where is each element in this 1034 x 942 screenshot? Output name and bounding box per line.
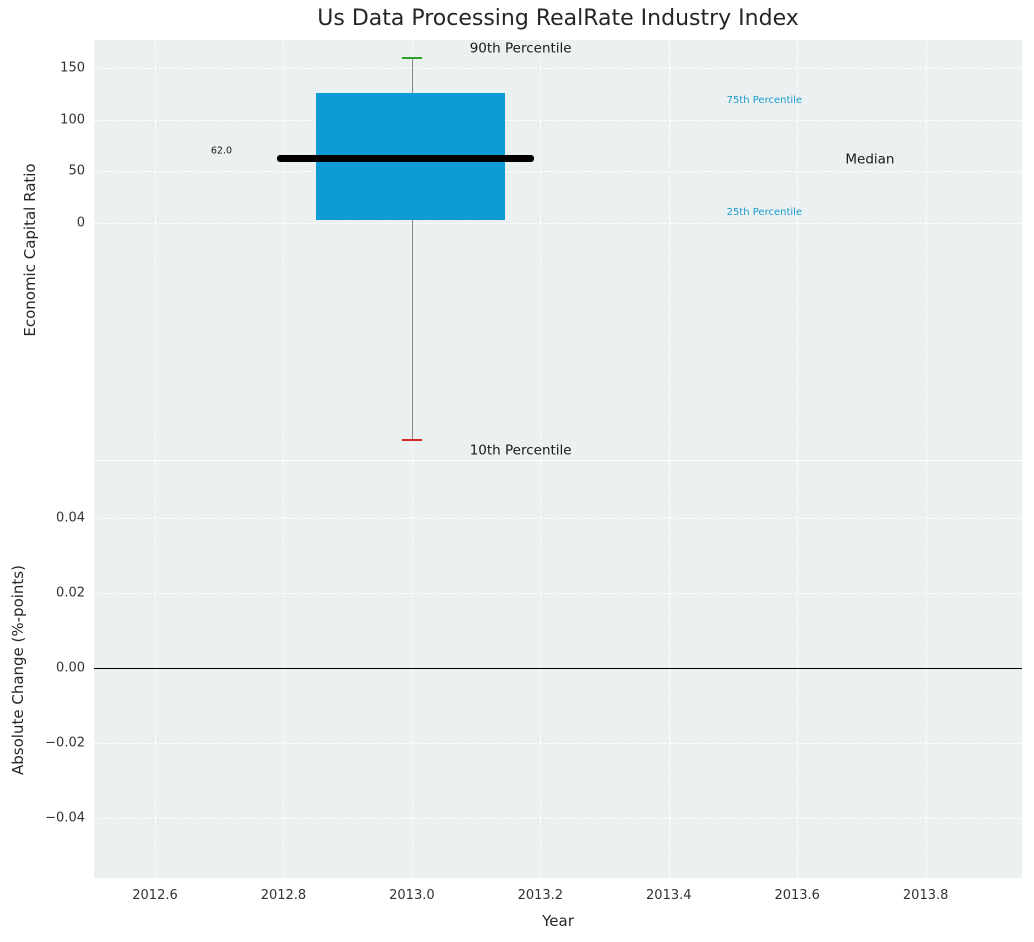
y-tick-label: 0.02 xyxy=(56,585,85,601)
y-tick-label: 50 xyxy=(68,163,85,179)
gridline-x xyxy=(797,40,799,460)
gridline-x xyxy=(540,461,542,878)
y-tick-label: 0.04 xyxy=(56,510,85,526)
plot-area-bottom xyxy=(94,461,1022,878)
y-tick-label: 100 xyxy=(60,112,85,128)
x-tick-label: 2012.6 xyxy=(132,888,178,903)
gridline-y xyxy=(94,223,1022,225)
gridline-x xyxy=(668,461,670,878)
whisker-cap-low xyxy=(401,439,423,442)
annotation: 62.0 xyxy=(210,144,233,156)
annotation: 75th Percentile xyxy=(726,95,803,107)
y-tick-label: 0.00 xyxy=(56,660,85,676)
gridline-y xyxy=(94,743,1022,744)
x-tick-label: 2013.2 xyxy=(517,888,564,903)
annotation: 10th Percentile xyxy=(469,441,572,458)
gridline-x xyxy=(797,461,799,878)
whisker-line xyxy=(411,57,413,441)
gridline-y xyxy=(94,67,1022,69)
annotation: Median xyxy=(845,151,895,168)
gridline-x xyxy=(925,40,927,460)
zero-line xyxy=(94,668,1022,669)
annotation: 25th Percentile xyxy=(726,206,803,218)
whisker-cap-high xyxy=(401,56,423,59)
x-tick-label: 2013.8 xyxy=(902,888,949,903)
y-axis-label-top: Economic Capital Ratio xyxy=(21,163,39,337)
gridline-y xyxy=(94,119,1022,121)
y-tick-label: 0 xyxy=(76,215,85,231)
gridline-y xyxy=(94,518,1022,519)
gridline-y xyxy=(94,818,1022,819)
x-axis-label: Year xyxy=(542,912,574,930)
gridline-x xyxy=(668,40,670,460)
gridline-x xyxy=(283,40,285,460)
plot-area-top xyxy=(94,40,1022,460)
median-line xyxy=(277,155,534,163)
gridline-y xyxy=(94,171,1022,173)
y-tick-label: −0.04 xyxy=(45,810,85,826)
gridline-x xyxy=(925,461,927,878)
chart-title: Us Data Processing RealRate Industry Ind… xyxy=(317,6,799,31)
x-tick-label: 2013.0 xyxy=(389,888,435,903)
gridline-x xyxy=(411,461,413,878)
gridline-x xyxy=(540,40,542,460)
x-tick-label: 2013.6 xyxy=(774,888,820,903)
gridline-y xyxy=(94,593,1022,594)
gridline-x xyxy=(155,40,156,460)
x-tick-label: 2013.4 xyxy=(646,888,692,903)
y-tick-label: 150 xyxy=(60,60,85,76)
y-tick-label: −0.02 xyxy=(45,735,85,751)
gridline-x xyxy=(283,461,285,878)
x-tick-label: 2012.8 xyxy=(260,888,307,903)
annotation: 90th Percentile xyxy=(469,40,572,57)
gridline-x xyxy=(155,461,156,878)
y-axis-label-bottom: Absolute Change (%-points) xyxy=(9,564,27,775)
